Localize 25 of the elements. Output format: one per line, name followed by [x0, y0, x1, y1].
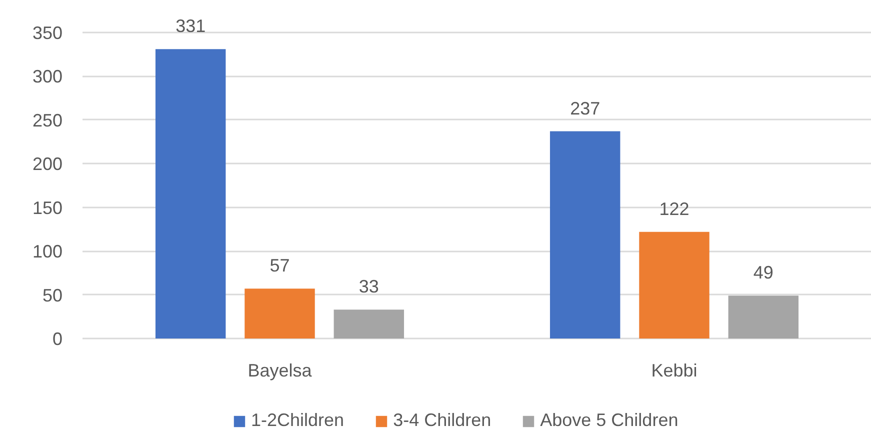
legend-label: Above 5 Children: [540, 410, 678, 431]
data-label: 331: [176, 16, 206, 36]
y-tick-label: 200: [32, 154, 63, 174]
data-label: 237: [570, 98, 600, 118]
data-label: 49: [753, 262, 774, 283]
y-tick-label: 100: [32, 242, 63, 262]
data-label: 33: [358, 276, 379, 297]
bar: [334, 310, 404, 338]
data-label: 122: [659, 198, 690, 219]
bar: [550, 131, 620, 338]
y-tick-label: 150: [32, 198, 63, 218]
y-tick-label: 0: [52, 329, 63, 349]
bar: [155, 49, 226, 338]
y-tick-label: 250: [32, 110, 63, 130]
legend-label: 1-2Children: [251, 410, 344, 431]
legend-label: 3-4 Children: [393, 410, 492, 431]
y-tick-label: 350: [32, 23, 63, 43]
bar: [639, 232, 710, 338]
x-tick-label: Bayelsa: [248, 360, 313, 380]
y-tick-label: 300: [32, 66, 63, 87]
x-tick-label: Kebbi: [651, 360, 698, 380]
bar: [244, 288, 315, 338]
data-label: 57: [270, 256, 290, 276]
y-tick-label: 50: [42, 285, 63, 306]
bar: [728, 296, 799, 338]
